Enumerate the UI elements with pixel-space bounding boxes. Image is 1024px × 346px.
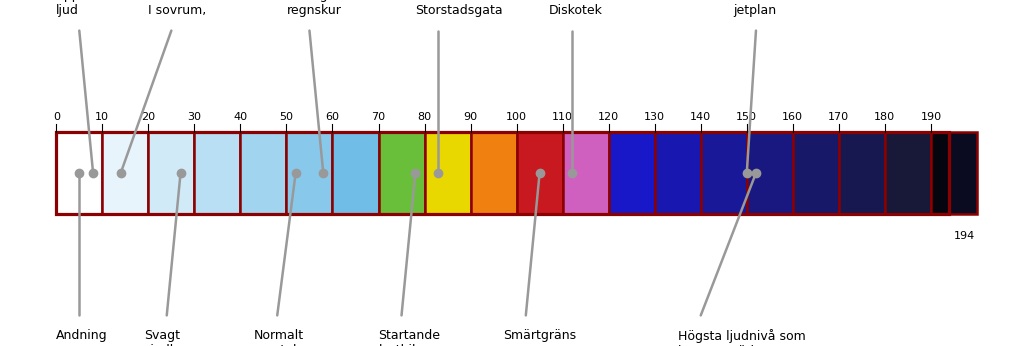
Text: 170: 170 — [828, 112, 849, 122]
Text: Andning: Andning — [56, 329, 108, 342]
Bar — [885, 132, 931, 214]
Text: 140: 140 — [690, 112, 712, 122]
Bar — [379, 132, 425, 214]
Text: Nära
jetplan: Nära jetplan — [733, 0, 776, 17]
Text: 70: 70 — [372, 112, 386, 122]
Bar — [287, 132, 333, 214]
Bar — [608, 132, 654, 214]
Text: Smärtgräns: Smärtgräns — [503, 329, 575, 342]
Text: Svagt
vindbrus: Svagt vindbrus — [143, 329, 198, 346]
Bar — [746, 132, 793, 214]
Text: 0: 0 — [53, 112, 59, 122]
Text: 120: 120 — [598, 112, 620, 122]
Bar — [839, 132, 885, 214]
Text: 30: 30 — [187, 112, 202, 122]
Text: Svagast
uppfattbara
ljud: Svagast uppfattbara ljud — [56, 0, 130, 17]
Bar — [148, 132, 195, 214]
Text: 80: 80 — [418, 112, 431, 122]
Text: Diskotek: Diskotek — [549, 4, 603, 17]
Text: 40: 40 — [233, 112, 248, 122]
Text: Kraftig
regnskur: Kraftig regnskur — [287, 0, 341, 17]
Bar — [654, 132, 700, 214]
Text: Storstadsgata: Storstadsgata — [416, 4, 503, 17]
Bar — [102, 132, 148, 214]
Text: Normalt
samtal: Normalt samtal — [254, 329, 304, 346]
Text: 160: 160 — [782, 112, 803, 122]
Bar — [562, 132, 608, 214]
Bar — [793, 132, 839, 214]
Bar — [241, 132, 287, 214]
Text: 110: 110 — [552, 112, 573, 122]
Text: 10: 10 — [95, 112, 110, 122]
Text: 194: 194 — [954, 231, 975, 241]
Bar — [195, 132, 241, 214]
Text: 130: 130 — [644, 112, 666, 122]
Text: I sovrum,: I sovrum, — [148, 4, 207, 17]
Bar — [425, 132, 471, 214]
Bar — [931, 132, 977, 214]
Text: Högsta ljudnivå som
kan uppträda: Högsta ljudnivå som kan uppträda — [678, 329, 806, 346]
Text: 50: 50 — [280, 112, 294, 122]
Bar — [700, 132, 746, 214]
Bar — [471, 132, 516, 214]
Text: 90: 90 — [464, 112, 477, 122]
Bar — [516, 132, 562, 214]
Text: 100: 100 — [506, 112, 527, 122]
Text: 190: 190 — [921, 112, 941, 122]
Bar — [931, 132, 949, 214]
Text: 20: 20 — [141, 112, 156, 122]
Text: 150: 150 — [736, 112, 758, 122]
Bar — [333, 132, 379, 214]
Bar — [56, 132, 949, 214]
Text: 180: 180 — [874, 112, 895, 122]
Text: 60: 60 — [326, 112, 340, 122]
Text: Startande
lastbil: Startande lastbil — [379, 329, 440, 346]
Bar — [56, 132, 102, 214]
